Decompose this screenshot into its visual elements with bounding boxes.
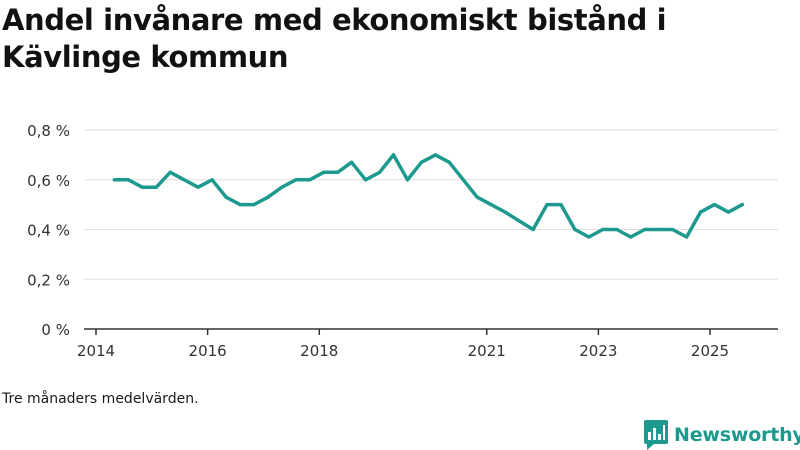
y-tick-label: 0 % xyxy=(41,321,70,339)
data-point xyxy=(378,170,382,174)
data-point xyxy=(712,203,717,207)
x-tick-label: 2021 xyxy=(468,342,506,360)
data-point xyxy=(433,153,437,157)
x-tick-label: 2018 xyxy=(300,342,338,360)
data-point xyxy=(461,178,465,182)
data-point xyxy=(615,227,619,232)
data-point xyxy=(573,227,577,232)
data-point xyxy=(419,160,423,164)
data-point xyxy=(238,203,242,207)
data-point xyxy=(266,195,270,199)
data-point xyxy=(698,210,703,214)
series-group xyxy=(112,153,745,239)
x-tick-label: 2025 xyxy=(691,342,729,360)
footnote: Tre månaders medelvärden. xyxy=(2,391,199,407)
newsworthy-logo-icon xyxy=(644,420,668,450)
data-point xyxy=(308,178,312,182)
brand-name: Newsworthy xyxy=(674,424,800,446)
data-point xyxy=(629,235,633,239)
data-point xyxy=(559,203,563,207)
y-axis: 0 % 0,2 % 0,4 % 0,6 % 0,8 % xyxy=(27,122,70,339)
data-point xyxy=(447,160,451,164)
data-point xyxy=(210,178,214,182)
data-point xyxy=(503,210,507,214)
data-point xyxy=(294,178,298,182)
chart-title: Andel invånare med ekonomiskt bistånd i … xyxy=(2,3,667,74)
data-point xyxy=(405,178,410,182)
data-point xyxy=(740,203,745,207)
data-point xyxy=(126,178,130,182)
data-point xyxy=(168,170,172,174)
grid-lines xyxy=(84,129,778,280)
x-tick-label: 2023 xyxy=(579,342,617,360)
data-point xyxy=(391,153,396,157)
data-point xyxy=(643,227,647,232)
line-chart: 0 % 0,2 % 0,4 % 0,6 % 0,8 % 2014 2016 2018 2021… xyxy=(27,122,778,360)
data-point xyxy=(350,160,354,164)
data-point xyxy=(112,178,116,182)
data-point xyxy=(531,227,535,232)
y-tick-label: 0,2 % xyxy=(27,271,70,289)
newsworthy-logo[interactable]: Newsworthy xyxy=(644,420,800,450)
y-tick-label: 0,4 % xyxy=(27,222,70,240)
data-point xyxy=(545,203,549,207)
data-point xyxy=(726,210,731,214)
x-tick-label: 2014 xyxy=(77,342,115,360)
data-point xyxy=(601,227,605,232)
y-tick-label: 0,8 % xyxy=(27,122,70,140)
data-point xyxy=(322,170,326,174)
data-point xyxy=(657,227,661,232)
data-point xyxy=(685,235,689,239)
x-tick-label: 2016 xyxy=(189,342,227,360)
data-point xyxy=(252,203,256,207)
data-point xyxy=(364,178,368,182)
data-point xyxy=(475,195,479,199)
data-point xyxy=(280,185,284,189)
data-point xyxy=(336,170,340,174)
series-line xyxy=(112,153,745,239)
data-point xyxy=(154,185,158,189)
x-axis: 2014 2016 2018 2021 2023 2025 xyxy=(77,329,729,360)
y-tick-label: 0,6 % xyxy=(27,172,70,190)
data-point xyxy=(140,185,144,189)
data-point xyxy=(182,178,186,182)
data-point xyxy=(587,235,591,239)
data-point xyxy=(224,195,228,199)
data-point xyxy=(671,227,675,232)
data-point xyxy=(196,185,200,189)
